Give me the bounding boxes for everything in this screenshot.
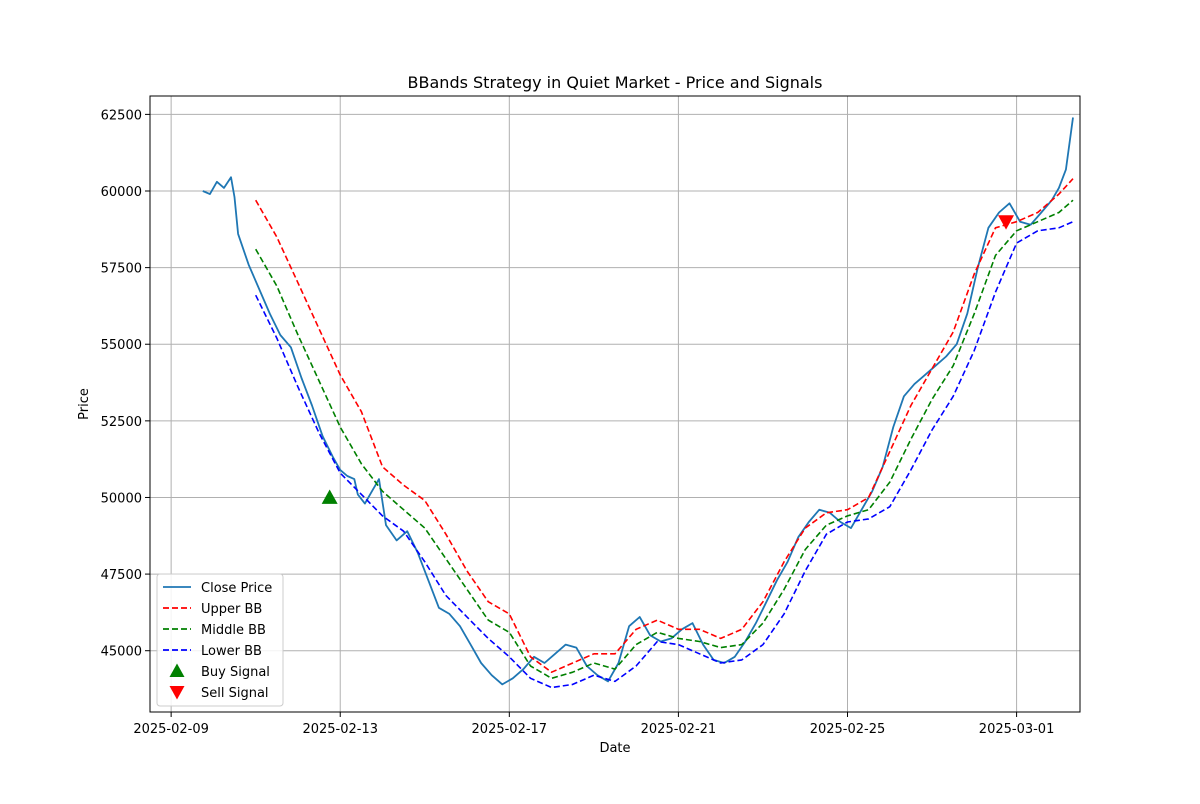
sell-signal-marker bbox=[998, 215, 1015, 230]
series-line-middle-bb bbox=[255, 199, 1074, 680]
x-tick-label: 2025-02-25 bbox=[810, 722, 886, 737]
legend-label-close-price: Close Price bbox=[201, 581, 272, 596]
x-tick-label: 2025-02-09 bbox=[133, 722, 209, 737]
x-axis: 2025-02-09 2025-02-13 2025-02-17 2025-02-21… bbox=[133, 712, 1054, 737]
y-tick-label: 55000 bbox=[101, 338, 142, 353]
series-line-lower-bb bbox=[254, 220, 1074, 689]
y-tick-label: 50000 bbox=[101, 491, 142, 506]
y-tick-label: 62500 bbox=[101, 108, 142, 123]
buy-signal-marker bbox=[321, 489, 338, 504]
y-tick-label: 52500 bbox=[101, 415, 142, 430]
x-tick-label: 2025-02-21 bbox=[641, 722, 717, 737]
x-axis-label: Date bbox=[599, 741, 630, 756]
legend-label-lower-bb: Lower BB bbox=[201, 644, 262, 659]
legend-label-middle-bb: Middle BB bbox=[201, 623, 266, 638]
y-axis: 45000 47500 50000 52500 55000 57500 60000 62500 bbox=[101, 108, 150, 660]
legend-box bbox=[156, 573, 284, 707]
legend-label-sell-signal: Sell Signal bbox=[201, 686, 269, 701]
y-tick-label: 47500 bbox=[101, 568, 142, 583]
y-tick-label: 45000 bbox=[101, 645, 142, 660]
y-tick-label: 60000 bbox=[101, 185, 142, 200]
plot-frame bbox=[149, 95, 1081, 713]
legend: Close Price Upper BB Middle BB Lower BB Buy … bbox=[156, 573, 284, 707]
series-line-upper-bb bbox=[255, 178, 1074, 673]
x-tick-label: 2025-02-17 bbox=[472, 722, 548, 737]
series-line-close-price bbox=[202, 117, 1074, 686]
signal-layer bbox=[321, 215, 1015, 504]
legend-swatch-buy-signal bbox=[169, 663, 185, 677]
y-axis-label: Price bbox=[77, 388, 92, 420]
chart-title: BBands Strategy in Quiet Market - Price … bbox=[408, 73, 823, 92]
x-tick-label: 2025-03-01 bbox=[979, 722, 1055, 737]
x-tick-label: 2025-02-13 bbox=[302, 722, 378, 737]
legend-label-buy-signal: Buy Signal bbox=[201, 665, 270, 680]
y-tick-label: 57500 bbox=[101, 262, 142, 277]
legend-swatch-sell-signal bbox=[169, 686, 185, 700]
grid-lines bbox=[150, 96, 1080, 712]
legend-label-upper-bb: Upper BB bbox=[201, 602, 262, 617]
series-layer bbox=[202, 117, 1074, 689]
